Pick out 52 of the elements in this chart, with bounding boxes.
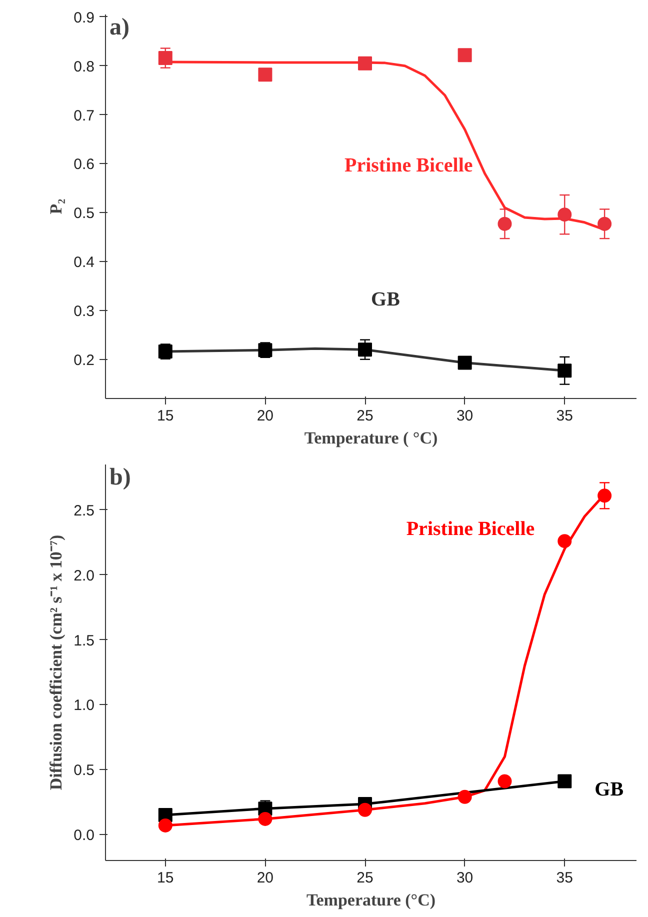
x-tick-label: 25 — [356, 408, 374, 424]
point — [258, 812, 272, 826]
y-tick-label: 0.5 — [74, 205, 95, 222]
y-tick-label: 0.2 — [74, 352, 95, 369]
point — [458, 48, 472, 62]
x-tick-label: 30 — [456, 870, 474, 886]
x-tick-label: 25 — [356, 870, 374, 886]
x-tick-label: 15 — [157, 870, 174, 886]
y-tick-label: 0.9 — [74, 9, 95, 26]
y-tick-label: 0.5 — [74, 762, 95, 780]
point — [358, 342, 372, 357]
y-tick-label: 1.5 — [74, 632, 95, 650]
point — [158, 818, 172, 832]
point — [598, 488, 612, 503]
y-tick-label: 0.0 — [74, 827, 95, 844]
x-tick-label: 30 — [456, 408, 474, 424]
x-tick-label: 15 — [157, 408, 174, 424]
point — [498, 774, 512, 788]
y-tick-label: 2.0 — [74, 567, 95, 584]
point — [358, 56, 372, 70]
y-tick-label: 0.7 — [74, 107, 95, 124]
y-tick-label: 1.0 — [74, 697, 95, 714]
annotation: a) — [110, 14, 130, 40]
point — [458, 790, 472, 804]
series-label: Pristine Bicelle — [344, 154, 473, 176]
x-axis-title: Temperature ( °C) — [304, 428, 438, 448]
x-tick-label: 20 — [256, 408, 274, 424]
point — [558, 364, 572, 378]
y-axis-title: Diffusion coefficient (cm² s⁻¹ x 10⁻⁷) — [46, 534, 66, 790]
y-tick-label: 0.3 — [74, 302, 95, 320]
point — [458, 356, 472, 370]
y-tick-label: 2.5 — [74, 502, 95, 520]
x-tick-label: 35 — [556, 870, 573, 886]
annotation: b) — [110, 464, 131, 490]
x-tick-label: 35 — [556, 408, 573, 424]
y-tick-label: 0.8 — [74, 58, 95, 76]
series-label: GB — [594, 778, 624, 800]
x-axis-title: Temperature (°C) — [306, 890, 436, 910]
point — [158, 51, 172, 66]
y-tick-label: 0.6 — [74, 156, 95, 174]
point — [358, 802, 372, 817]
y-axis-title: P₂ — [46, 198, 66, 214]
point — [558, 208, 572, 222]
y-tick-label: 0.4 — [74, 254, 95, 272]
point — [498, 216, 512, 231]
point — [558, 774, 572, 788]
x-tick-label: 20 — [256, 870, 274, 886]
point — [258, 68, 272, 82]
point — [598, 216, 612, 231]
point — [558, 534, 572, 548]
series-label: Pristine Bicelle — [406, 518, 535, 540]
series-label: GB — [371, 288, 400, 311]
